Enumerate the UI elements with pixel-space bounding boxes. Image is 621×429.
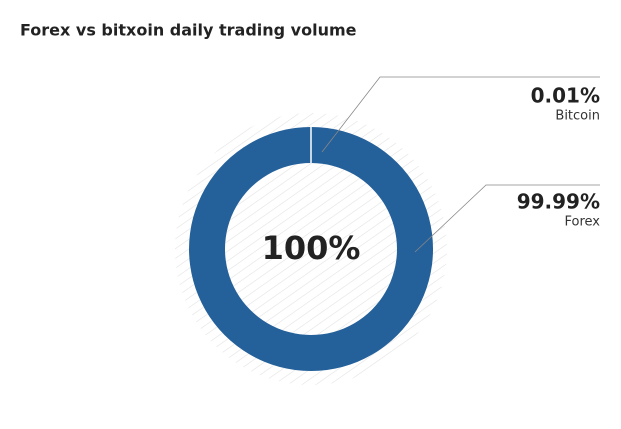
- donut-slice: [189, 127, 434, 371]
- category-label: Forex: [565, 215, 601, 230]
- value-label: 0.01%: [531, 84, 600, 108]
- center-label: 100%: [262, 229, 361, 267]
- leader-line: [414, 184, 600, 253]
- chart-title: Forex vs bitxoin daily trading volume: [20, 21, 357, 40]
- category-label: Bitcoin: [555, 109, 600, 124]
- value-label: 99.99%: [517, 190, 600, 214]
- leader-line: [321, 76, 600, 153]
